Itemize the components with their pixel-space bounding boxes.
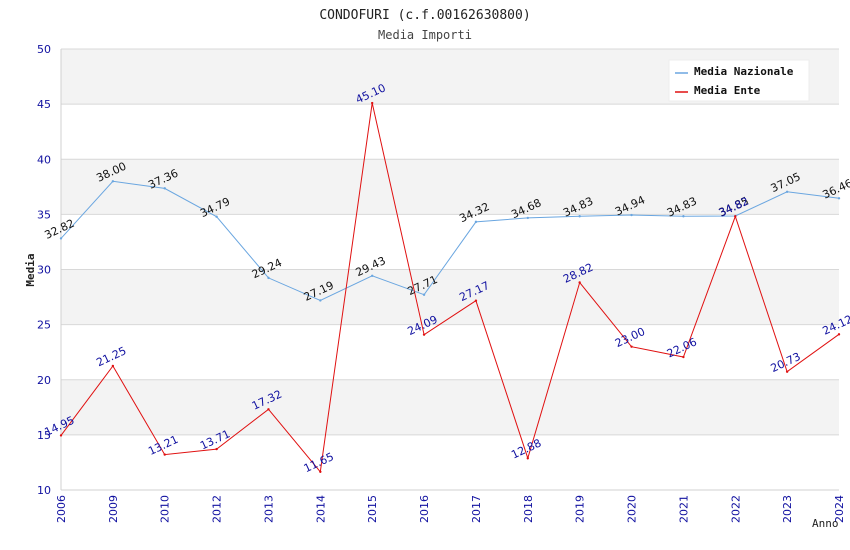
- grid-band: [61, 269, 839, 325]
- grid-band: [61, 159, 839, 215]
- series-line-ente: [60, 102, 840, 473]
- point-ente: [215, 447, 218, 451]
- grid-band: [61, 379, 839, 435]
- point-ente: [163, 453, 166, 456]
- y-tick-label: 10: [37, 484, 51, 497]
- y-tick-label: 25: [37, 319, 51, 332]
- point-nazionale: [319, 299, 322, 302]
- y-tick-label: 35: [37, 208, 51, 221]
- point-ente: [785, 370, 789, 373]
- point-nazionale: [785, 190, 789, 193]
- legend-label-nazionale: Media Nazionale: [694, 65, 794, 78]
- point-nazionale: [837, 197, 841, 200]
- x-tick-label: 2019: [574, 495, 587, 523]
- x-tick-label: 2023: [781, 495, 794, 523]
- point-ente: [474, 299, 478, 302]
- point-ente: [734, 215, 737, 218]
- point-ente: [59, 434, 63, 437]
- y-tick-label: 20: [37, 374, 51, 387]
- legend-box: [668, 59, 810, 102]
- grid-band: [61, 434, 839, 490]
- x-tick-label: 2014: [314, 495, 327, 523]
- y-tick-label: 40: [37, 153, 51, 166]
- x-tick-label: 2015: [366, 495, 379, 523]
- x-tick-label: 2006: [55, 495, 68, 523]
- y-tick-label: 50: [37, 43, 51, 56]
- x-tick-label: 2022: [729, 495, 742, 523]
- x-tick-label: 2020: [626, 495, 639, 523]
- y-tick-label: 45: [37, 98, 51, 111]
- series-line-nazionale: [60, 180, 840, 302]
- point-nazionale: [215, 215, 218, 218]
- point-ente: [578, 281, 581, 284]
- point-ente: [267, 408, 270, 411]
- point-nazionale: [526, 216, 529, 220]
- y-tick-label: 30: [37, 264, 51, 277]
- x-tick-label: 2016: [418, 495, 431, 523]
- x-axis-label: Anno: [812, 517, 839, 530]
- y-axis-label: Media: [24, 253, 37, 286]
- grid-bands: [61, 49, 839, 490]
- point-ente: [526, 457, 529, 460]
- series-group: [59, 101, 841, 474]
- point-nazionale: [163, 187, 166, 190]
- legend-label-ente: Media Ente: [694, 84, 761, 97]
- grid-lines: [60, 48, 839, 491]
- grid-band: [61, 324, 839, 380]
- point-nazionale: [474, 220, 478, 224]
- x-tick-label: 2024: [833, 495, 846, 523]
- point-nazionale: [267, 276, 270, 280]
- point-nazionale: [422, 293, 426, 296]
- point-nazionale: [682, 215, 685, 218]
- x-tick-label: 2010: [159, 495, 172, 523]
- y-axis-ticks: 10 15 20 25 30 35 40 45 50: [37, 43, 51, 497]
- point-ente: [630, 345, 633, 348]
- x-tick-label: 2012: [211, 495, 224, 523]
- point-nazionale: [630, 213, 633, 217]
- x-tick-label: 2021: [677, 495, 690, 523]
- point-nazionale: [578, 215, 581, 218]
- x-tick-label: 2013: [262, 495, 275, 523]
- point-nazionale: [371, 274, 374, 277]
- point-ente: [371, 101, 374, 105]
- legend: Media Nazionale Media Ente: [668, 59, 810, 102]
- point-ente: [837, 333, 841, 336]
- point-nazionale: [111, 180, 115, 183]
- x-axis-ticks: 2006 2009 2010 2012 2013 2014 2015 2016 2017 2018…: [55, 495, 846, 523]
- chart-subtitle: Media Importi: [378, 28, 472, 42]
- point-ente: [319, 470, 322, 474]
- point-ente: [111, 364, 115, 368]
- point-nazionale: [59, 237, 63, 240]
- chart-title: CONDOFURI (c.f.00162630800): [319, 8, 530, 23]
- grid-band: [61, 214, 839, 270]
- y-tick-label: 15: [37, 429, 51, 442]
- point-ente: [422, 333, 426, 336]
- grid-band: [61, 104, 839, 160]
- x-tick-label: 2018: [522, 495, 535, 523]
- x-tick-label: 2009: [107, 495, 120, 523]
- x-tick-label: 2017: [470, 495, 483, 523]
- point-ente: [682, 355, 685, 359]
